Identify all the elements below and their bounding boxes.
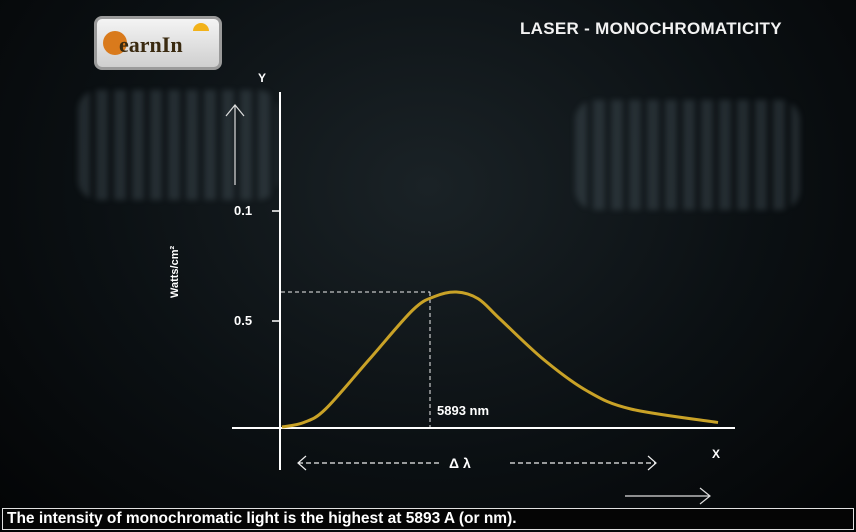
y-axis-label: Y (258, 71, 266, 85)
y-tick-label-0-1: 0.1 (234, 203, 252, 218)
peak-wavelength-label: 5893 nm (437, 403, 489, 418)
delta-lambda-label: Δ λ (449, 455, 471, 471)
caption-bar: The intensity of monochromatic light is … (2, 508, 854, 530)
page-title: LASER - MONOCHROMATICITY (520, 19, 782, 38)
logo-e-mark (103, 31, 127, 55)
x-axis-label: X (712, 447, 720, 461)
intensity-curve (281, 290, 719, 429)
logo-wordmark: earnIn (119, 32, 183, 57)
y-unit-label: Watts/cm² (169, 246, 181, 298)
learnin-logo: earnIn (94, 16, 222, 70)
x-arrow-icon (625, 487, 711, 505)
y-tick-label-0-5: 0.5 (234, 313, 252, 328)
y-arrow-icon (225, 104, 245, 185)
stadium-lights-left (78, 90, 278, 200)
bandwidth-span (297, 455, 657, 471)
logo-sun-icon (193, 23, 209, 31)
stadium-lights-right (575, 100, 800, 210)
